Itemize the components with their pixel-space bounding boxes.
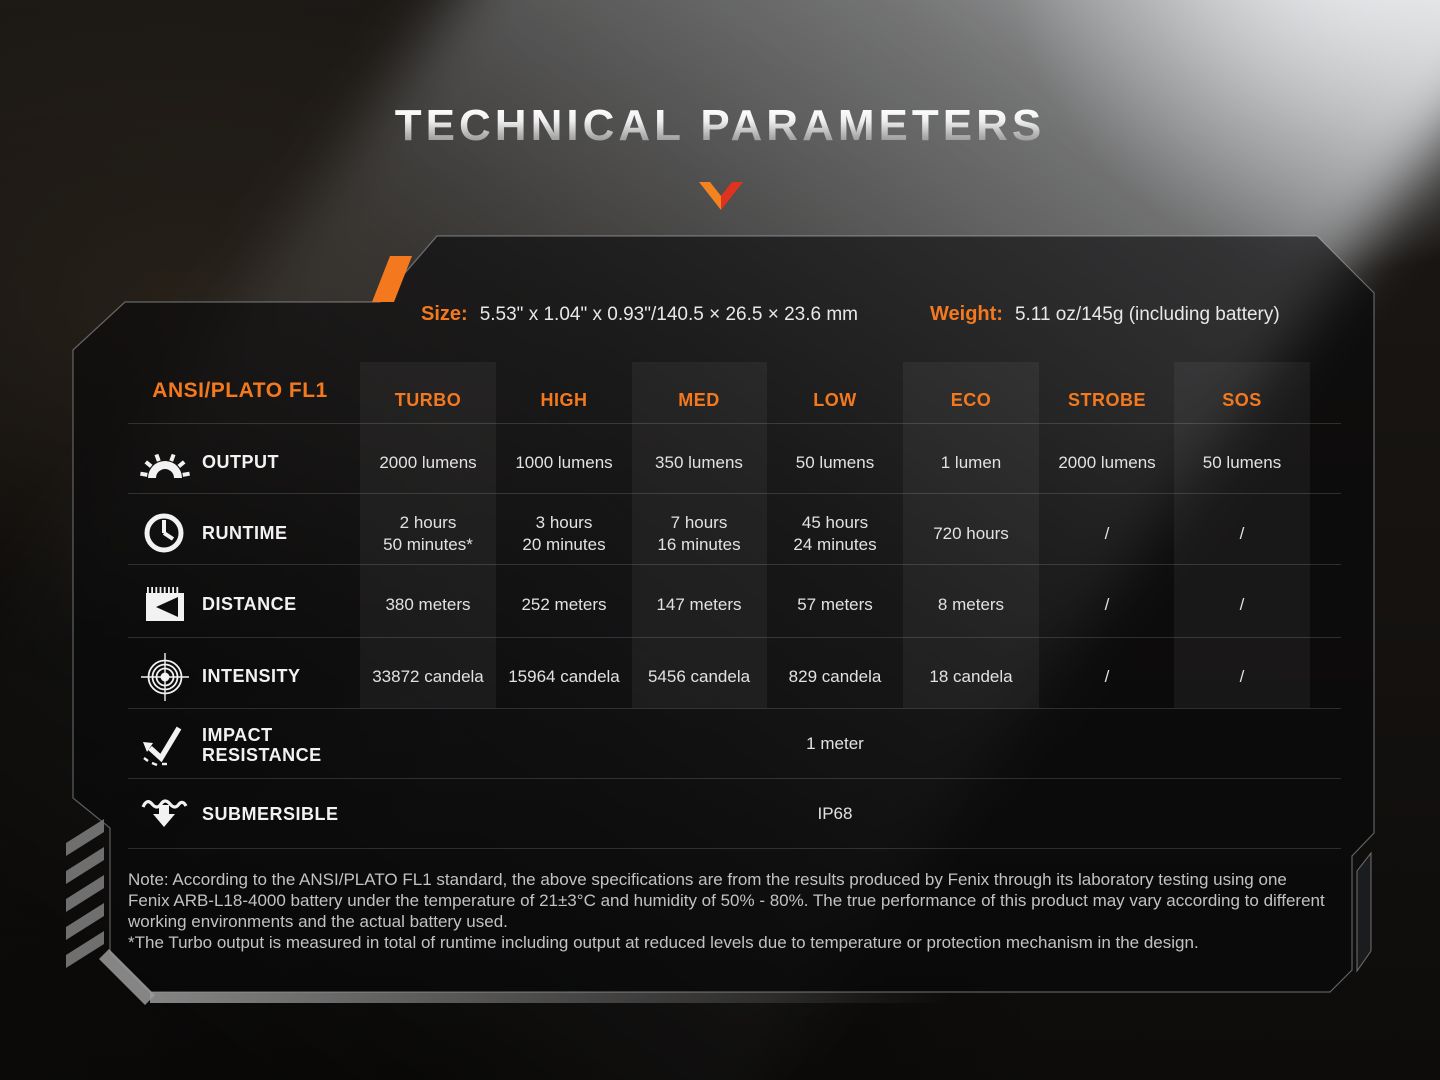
row-label-impact-resistance: IMPACT RESISTANCE <box>202 725 322 765</box>
row-divider <box>128 423 1341 424</box>
orange-slash <box>372 256 412 302</box>
spec-cell: 3 hours 20 minutes <box>522 513 606 554</box>
column-band-med <box>632 362 767 708</box>
spec-cell: 252 meters <box>521 595 607 614</box>
row-divider <box>128 708 1341 709</box>
spec-cell: 829 candela <box>788 667 882 686</box>
size-value: 5.53" x 1.04" x 0.93"/140.5 × 26.5 × 23.… <box>479 304 858 325</box>
submersible-value: IP68 <box>817 804 853 823</box>
spec-cell: 7 hours 16 minutes <box>657 513 741 554</box>
spec-cell: 1000 lumens <box>515 453 613 472</box>
standard-label: ANSI/PLATO FL1 <box>152 379 328 402</box>
weight-label: Weight: <box>930 303 1003 325</box>
column-band-eco <box>903 362 1039 708</box>
row-divider <box>128 637 1341 638</box>
spec-cell: / <box>1104 595 1110 614</box>
row-label-runtime: RUNTIME <box>202 523 288 543</box>
row-divider <box>128 778 1341 779</box>
size-label: Size: <box>421 303 468 325</box>
spec-cell: 147 meters <box>656 595 742 614</box>
row-label-distance: DISTANCE <box>202 594 297 614</box>
spec-cell: 720 hours <box>933 524 1009 543</box>
row-divider <box>128 493 1341 494</box>
row-divider <box>128 564 1341 565</box>
footnote-turbo: *The Turbo output is measured in total o… <box>128 933 1199 952</box>
spec-cell: 45 hours 24 minutes <box>793 513 877 554</box>
spec-cell: / <box>1104 667 1110 686</box>
spec-cell: 2 hours 50 minutes* <box>383 513 473 554</box>
intensity-icon <box>141 653 189 706</box>
row-divider <box>128 848 1341 849</box>
row-label-intensity: INTENSITY <box>202 666 301 686</box>
spec-cell: 2000 lumens <box>379 453 477 472</box>
column-band-sos <box>1174 362 1310 708</box>
column-header-med: MED <box>678 390 720 410</box>
output-icon <box>139 440 191 491</box>
row-label-output: OUTPUT <box>202 452 279 472</box>
page-title: TECHNICAL PARAMETERS <box>0 101 1440 151</box>
spec-cell: 2000 lumens <box>1058 453 1156 472</box>
spec-cell: / <box>1239 595 1245 614</box>
spec-cell: / <box>1239 667 1245 686</box>
column-header-sos: SOS <box>1222 390 1262 410</box>
size-spec: Size: 5.53" x 1.04" x 0.93"/140.5 × 26.5 … <box>421 303 858 326</box>
spec-cell: / <box>1239 524 1245 543</box>
spec-cell: 5456 candela <box>647 667 751 686</box>
column-header-eco: ECO <box>950 390 992 410</box>
spec-cell: 50 lumens <box>795 453 875 472</box>
chevron-down-icon <box>699 182 743 210</box>
column-header-low: LOW <box>813 390 857 410</box>
column-header-turbo: TURBO <box>394 390 462 410</box>
spec-cell: 15964 candela <box>508 667 620 686</box>
runtime-icon <box>142 511 186 560</box>
column-header-high: HIGH <box>540 390 588 410</box>
spec-cell: 1 lumen <box>940 453 1002 472</box>
spec-cell: 8 meters <box>937 595 1005 614</box>
hazard-stripes <box>66 819 104 968</box>
row-label-submersible: SUBMERSIBLE <box>202 804 339 824</box>
weight-value: 5.11 oz/145g (including battery) <box>1014 304 1280 325</box>
spec-cell: 33872 candela <box>372 667 484 686</box>
impact-resistance-icon <box>140 722 186 773</box>
footnote-standard: Note: According to the ANSI/PLATO FL1 st… <box>128 870 1325 931</box>
column-header-strobe: STROBE <box>1067 390 1146 410</box>
spec-cell: 18 candela <box>929 667 1013 686</box>
footnotes: Note: According to the ANSI/PLATO FL1 st… <box>128 869 1326 953</box>
weight-spec: Weight: 5.11 oz/145g (including battery) <box>930 303 1280 326</box>
impact-resistance-value: 1 meter <box>806 734 864 753</box>
spec-cell: 350 lumens <box>655 453 743 472</box>
distance-icon <box>142 583 188 630</box>
column-band-turbo <box>360 362 496 708</box>
spec-cell: 380 meters <box>385 595 471 614</box>
submersible-icon <box>140 795 188 840</box>
spec-cell: / <box>1104 524 1110 543</box>
spec-cell: 57 meters <box>797 595 873 614</box>
spec-cell: 50 lumens <box>1202 453 1282 472</box>
